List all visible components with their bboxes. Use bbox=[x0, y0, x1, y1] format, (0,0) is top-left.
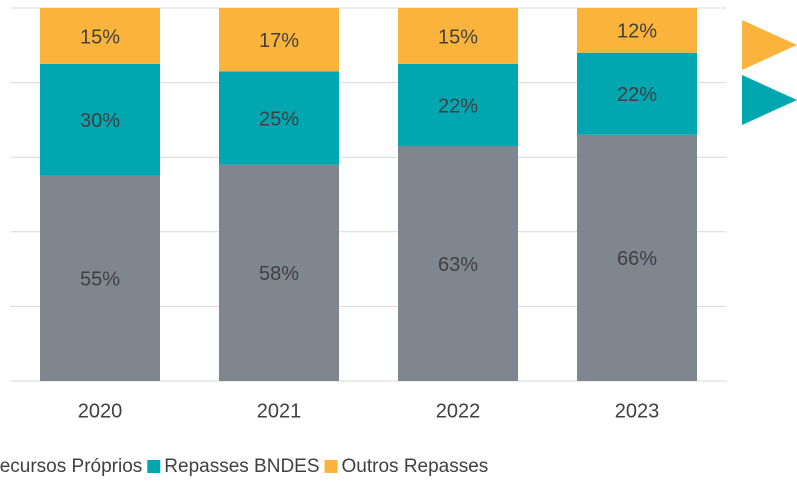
value-label: 22% bbox=[617, 84, 657, 106]
bar-segment bbox=[577, 8, 697, 53]
value-label: 15% bbox=[80, 26, 120, 48]
value-label: 12% bbox=[617, 21, 657, 43]
value-label: 55% bbox=[80, 269, 120, 291]
bar-segment bbox=[219, 71, 339, 165]
x-tick-label: 2020 bbox=[78, 400, 123, 422]
bar-segment bbox=[219, 164, 339, 381]
decor-triangle bbox=[742, 20, 797, 70]
value-label: 30% bbox=[80, 110, 120, 132]
decor-triangle bbox=[742, 75, 797, 125]
bar-segment bbox=[577, 52, 697, 135]
x-tick-label: 2022 bbox=[436, 400, 481, 422]
legend-label: Outros Repasses bbox=[342, 456, 489, 477]
bar-segment bbox=[40, 8, 160, 64]
value-label: 58% bbox=[259, 263, 299, 285]
bar-segment bbox=[398, 146, 518, 381]
bar-segment bbox=[40, 175, 160, 381]
value-label: 63% bbox=[438, 254, 478, 276]
bar-segment bbox=[577, 134, 697, 381]
bar-segment bbox=[40, 63, 160, 176]
legend-swatch bbox=[324, 460, 338, 473]
value-label: 15% bbox=[438, 26, 478, 48]
value-label: 66% bbox=[617, 248, 657, 270]
bar-segment bbox=[398, 8, 518, 64]
value-label: 22% bbox=[438, 95, 478, 117]
x-tick-label: 2021 bbox=[257, 400, 302, 422]
bar-segment bbox=[219, 8, 339, 72]
legend-label: Repasses BNDES bbox=[164, 456, 319, 477]
legend-label: Recursos Próprios bbox=[0, 456, 142, 477]
value-label: 25% bbox=[259, 108, 299, 130]
legend-swatch bbox=[147, 460, 161, 473]
x-tick-label: 2023 bbox=[615, 400, 660, 422]
bar-segment bbox=[398, 63, 518, 147]
value-label: 17% bbox=[259, 30, 299, 52]
